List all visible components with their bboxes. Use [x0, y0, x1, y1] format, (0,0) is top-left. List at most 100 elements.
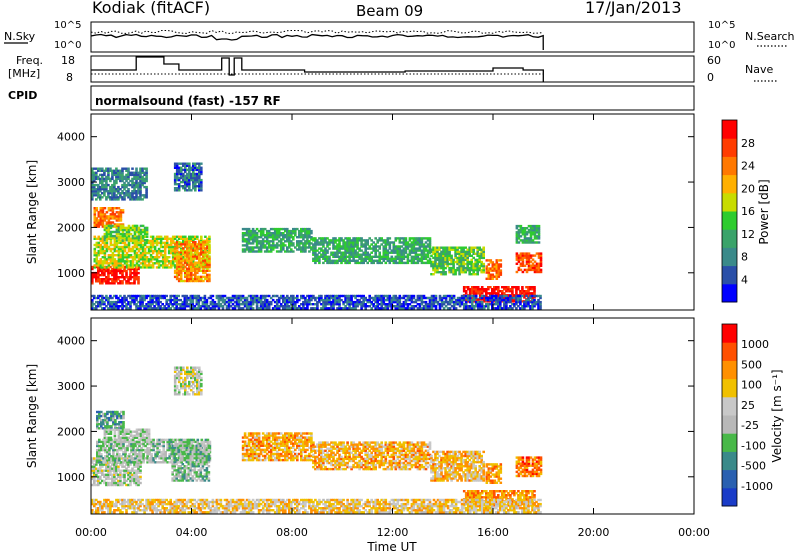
- power-cell: [101, 185, 104, 189]
- velocity-cell: [133, 473, 136, 476]
- power-cell: [189, 300, 193, 304]
- power-cell: [251, 236, 255, 239]
- power-cell: [390, 303, 394, 306]
- velocity-cell: [95, 467, 98, 470]
- power-cell: [125, 226, 129, 230]
- power-cell: [338, 239, 341, 242]
- power-cell: [184, 269, 187, 272]
- power-cell: [203, 303, 207, 306]
- power-cell: [474, 296, 478, 300]
- power-cell: [251, 240, 255, 243]
- velocity-cell: [111, 479, 114, 483]
- power-cell: [265, 246, 269, 249]
- velocity-cell: [97, 483, 100, 487]
- power-cell: [133, 237, 137, 240]
- power-cell: [197, 305, 201, 308]
- power-cell: [139, 245, 143, 249]
- power-cell: [221, 294, 225, 298]
- power-cell: [177, 307, 180, 310]
- power-cell: [179, 241, 183, 245]
- power-cell: [111, 262, 115, 265]
- power-cell: [290, 248, 293, 251]
- power-cell: [440, 254, 443, 257]
- power-cell: [372, 247, 375, 250]
- power-cell: [184, 174, 187, 178]
- power-cell: [206, 237, 209, 240]
- power-cell: [93, 296, 96, 300]
- power-cell: [408, 237, 412, 240]
- power-cell: [519, 307, 522, 310]
- power-colorbar-swatch: [722, 265, 737, 285]
- power-cell: [370, 243, 373, 246]
- power-cell: [436, 248, 439, 251]
- power-cell: [155, 237, 159, 240]
- power-cell: [109, 213, 113, 216]
- power-cell: [133, 241, 137, 245]
- power-cell: [119, 173, 122, 177]
- power-cell: [97, 264, 101, 267]
- power-cell: [117, 251, 121, 255]
- power-cell: [515, 292, 518, 295]
- power-cell: [141, 234, 145, 238]
- power-cell: [458, 254, 461, 257]
- power-cell: [198, 189, 201, 192]
- power-cell: [340, 247, 343, 250]
- velocity-cell: [131, 479, 134, 483]
- power-cell: [416, 243, 420, 246]
- power-cell: [131, 181, 134, 185]
- power-cell: [446, 307, 450, 310]
- power-cell: [462, 305, 466, 308]
- power-cell: [186, 185, 189, 188]
- power-cell: [296, 236, 299, 239]
- power-cell: [525, 294, 528, 298]
- power-cell: [259, 296, 263, 300]
- power-cell: [294, 300, 297, 304]
- power-cell: [414, 251, 418, 254]
- power-cell: [200, 235, 203, 238]
- power-cell: [129, 228, 133, 232]
- velocity-cell: [111, 467, 114, 470]
- power-colorbar-swatch: [722, 156, 737, 176]
- power-cell: [372, 305, 375, 308]
- power-cell: [109, 185, 112, 189]
- power-cell: [182, 267, 185, 270]
- power-cell: [501, 307, 504, 310]
- power-cell: [95, 237, 99, 240]
- power-cell: [173, 164, 177, 167]
- power-cell: [200, 185, 203, 188]
- power-cell: [125, 177, 128, 181]
- power-cell: [426, 261, 430, 265]
- power-cell: [186, 279, 189, 283]
- power-cell: [143, 241, 147, 245]
- power-cell: [470, 262, 473, 266]
- power-cell: [480, 305, 484, 308]
- power-cell: [438, 305, 442, 308]
- power-cell: [316, 255, 319, 258]
- power-cell: [111, 198, 114, 201]
- power-cell: [169, 247, 173, 251]
- power-cell: [95, 190, 98, 193]
- power-cell: [485, 296, 488, 300]
- power-cell: [364, 296, 367, 300]
- power-cell: [358, 253, 361, 256]
- power-cell: [171, 237, 175, 240]
- power-cell: [95, 188, 98, 191]
- power-cell: [247, 242, 251, 245]
- power-cell: [480, 296, 484, 300]
- power-cell: [163, 241, 167, 245]
- power-cell: [115, 239, 119, 243]
- power-cell: [177, 162, 181, 165]
- power-cell: [523, 252, 527, 255]
- power-cell: [398, 300, 402, 304]
- power-cell: [105, 298, 108, 302]
- power-cell: [384, 261, 388, 265]
- power-cell: [448, 248, 451, 251]
- power-cell: [346, 307, 349, 310]
- power-cell: [334, 245, 337, 248]
- power-cell: [298, 236, 301, 239]
- power-cell: [143, 251, 147, 255]
- power-cell: [117, 237, 121, 240]
- power-cell: [348, 296, 351, 300]
- power-cell: [400, 249, 404, 252]
- power-cell: [503, 307, 506, 310]
